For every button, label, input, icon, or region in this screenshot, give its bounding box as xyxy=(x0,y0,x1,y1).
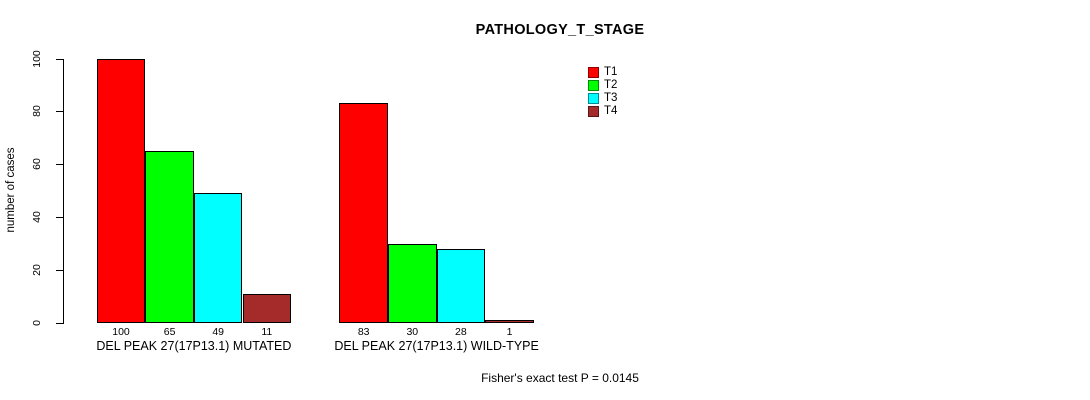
bar-value-label: 65 xyxy=(163,326,176,338)
bar-value-label: 11 xyxy=(261,326,273,338)
bar-group2-t1 xyxy=(339,103,388,323)
legend-item-t1: T1 xyxy=(588,66,617,79)
y-axis-title: number of cases xyxy=(5,147,17,233)
legend-label-t2: T2 xyxy=(604,79,618,91)
y-axis-tick-label: 20 xyxy=(31,264,43,276)
y-axis-tick xyxy=(55,164,63,166)
y-axis-tick xyxy=(55,217,63,219)
bar-group1-t1 xyxy=(96,58,146,323)
bar-value-label: 30 xyxy=(406,326,419,338)
legend-swatch-t3 xyxy=(588,93,599,104)
bar-group1-t4 xyxy=(242,293,292,323)
y-axis-tick-label: 40 xyxy=(31,211,43,224)
y-axis-tick xyxy=(55,111,63,113)
y-axis-tick-label: 60 xyxy=(31,158,43,171)
legend-swatch-t1 xyxy=(588,67,599,78)
y-axis-tick xyxy=(55,58,63,60)
legend-label-t1: T1 xyxy=(604,66,618,78)
bar-group2-t2 xyxy=(388,243,437,323)
y-axis-tick xyxy=(55,323,63,324)
legend-item-t2: T2 xyxy=(588,79,617,92)
legend-swatch-t2 xyxy=(588,80,599,91)
bar-value-label: 49 xyxy=(212,326,225,338)
legend-label-t4: T4 xyxy=(604,105,618,117)
bar-value-label: 1 xyxy=(506,326,513,338)
legend-item-t3: T3 xyxy=(588,92,617,105)
bar-group2-t3 xyxy=(436,248,486,323)
chart-title: PATHOLOGY_T_STAGE xyxy=(475,22,645,38)
bar-value-label: 28 xyxy=(455,326,467,338)
group-label: DEL PEAK 27(17P13.1) WILD-TYPE xyxy=(334,339,539,353)
y-axis-tick-label: 0 xyxy=(31,320,43,326)
y-axis-tick-label: 100 xyxy=(31,49,43,68)
bar-value-label: 100 xyxy=(112,326,130,338)
bar-group1-t3 xyxy=(193,193,243,323)
bar-group1-t2 xyxy=(145,151,194,323)
bar-value-label: 83 xyxy=(357,326,370,338)
bar-group2-t4 xyxy=(485,320,534,323)
y-axis-tick xyxy=(55,270,63,272)
legend-label-t3: T3 xyxy=(604,92,618,104)
stat-annotation: Fisher's exact test P = 0.0145 xyxy=(481,371,639,385)
y-axis-tick-label: 80 xyxy=(31,105,43,118)
y-axis-line xyxy=(62,58,64,324)
group-label: DEL PEAK 27(17P13.1) MUTATED xyxy=(96,339,292,353)
legend-swatch-t4 xyxy=(588,106,599,117)
legend-item-t4: T4 xyxy=(588,105,617,118)
legend: T1 T2 T3 T4 xyxy=(588,66,617,118)
